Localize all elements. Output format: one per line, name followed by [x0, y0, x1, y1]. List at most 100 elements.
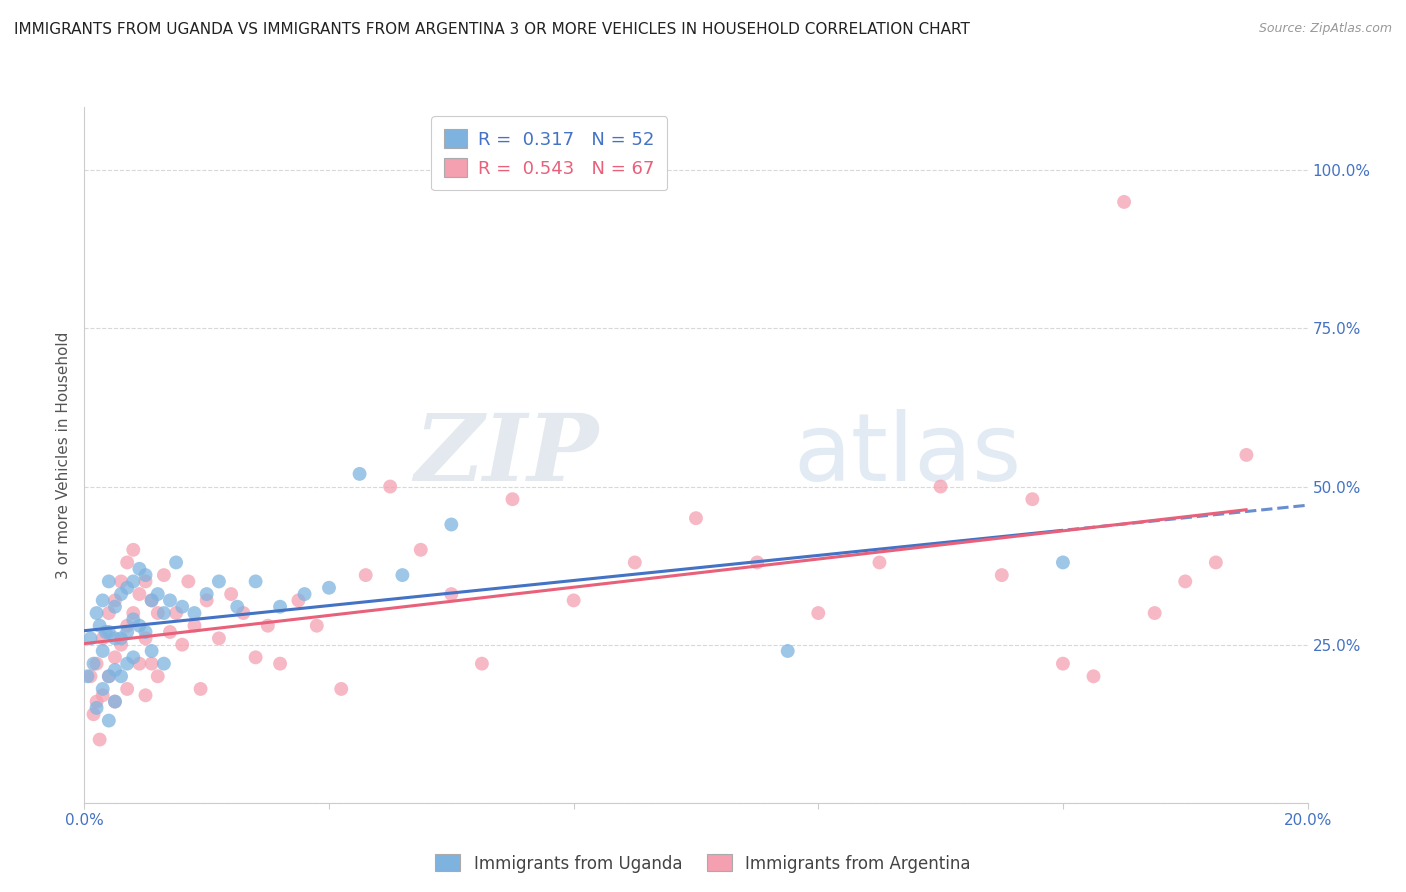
Point — [110, 632, 132, 646]
Point — [685, 511, 707, 525]
Point — [86, 657, 108, 671]
Point — [269, 599, 291, 614]
Point — [91, 593, 114, 607]
Point — [97, 574, 120, 589]
Point — [104, 632, 127, 646]
Point — [97, 606, 120, 620]
Point — [409, 542, 432, 557]
Point — [1174, 574, 1197, 589]
Point — [115, 657, 138, 671]
Point — [76, 669, 98, 683]
Point — [190, 681, 212, 696]
Point — [232, 606, 254, 620]
Point — [318, 581, 340, 595]
Point — [471, 657, 494, 671]
Point — [135, 574, 157, 589]
Point — [91, 688, 114, 702]
Point — [183, 606, 205, 620]
Point — [330, 681, 353, 696]
Legend: Immigrants from Uganda, Immigrants from Argentina: Immigrants from Uganda, Immigrants from … — [429, 847, 977, 880]
Point — [128, 587, 150, 601]
Point — [79, 632, 101, 646]
Point — [91, 644, 114, 658]
Point — [562, 593, 585, 607]
Point — [1021, 492, 1043, 507]
Point — [172, 599, 194, 614]
Point — [177, 574, 200, 589]
Point — [172, 638, 194, 652]
Point — [807, 606, 830, 620]
Point — [195, 587, 218, 601]
Point — [83, 657, 105, 671]
Point — [104, 663, 127, 677]
Point — [115, 625, 138, 640]
Point — [159, 625, 181, 640]
Point — [305, 618, 328, 632]
Point — [257, 618, 280, 632]
Point — [89, 618, 111, 632]
Point — [146, 669, 169, 683]
Point — [869, 556, 891, 570]
Point — [440, 587, 463, 601]
Text: ZIP: ZIP — [413, 410, 598, 500]
Point — [991, 568, 1014, 582]
Point — [104, 599, 127, 614]
Point — [128, 562, 150, 576]
Point — [141, 644, 163, 658]
Point — [104, 650, 127, 665]
Point — [89, 732, 111, 747]
Point — [91, 681, 114, 696]
Point — [219, 587, 242, 601]
Legend: R =  0.317   N = 52, R =  0.543   N = 67: R = 0.317 N = 52, R = 0.543 N = 67 — [432, 116, 668, 190]
Text: Source: ZipAtlas.com: Source: ZipAtlas.com — [1258, 22, 1392, 36]
Point — [79, 669, 101, 683]
Point — [440, 517, 463, 532]
Y-axis label: 3 or more Vehicles in Household: 3 or more Vehicles in Household — [56, 331, 72, 579]
Text: IMMIGRANTS FROM UGANDA VS IMMIGRANTS FROM ARGENTINA 3 OR MORE VEHICLES IN HOUSEH: IMMIGRANTS FROM UGANDA VS IMMIGRANTS FRO… — [14, 22, 970, 37]
Point — [380, 479, 402, 493]
Point — [104, 593, 127, 607]
Point — [128, 618, 150, 632]
Point — [153, 568, 176, 582]
Point — [135, 568, 157, 582]
Point — [122, 542, 145, 557]
Point — [135, 632, 157, 646]
Point — [1083, 669, 1105, 683]
Point — [86, 695, 108, 709]
Point — [122, 650, 145, 665]
Point — [287, 593, 309, 607]
Point — [294, 587, 316, 601]
Point — [122, 612, 145, 626]
Point — [929, 479, 952, 493]
Point — [122, 574, 145, 589]
Point — [135, 625, 157, 640]
Point — [349, 467, 371, 481]
Point — [165, 556, 187, 570]
Point — [159, 593, 181, 607]
Point — [97, 669, 120, 683]
Point — [115, 681, 138, 696]
Point — [195, 593, 218, 607]
Point — [135, 688, 157, 702]
Point — [110, 638, 132, 652]
Point — [245, 574, 267, 589]
Point — [146, 587, 169, 601]
Point — [91, 632, 114, 646]
Point — [115, 618, 138, 632]
Point — [208, 632, 231, 646]
Point — [110, 574, 132, 589]
Point — [141, 657, 163, 671]
Text: atlas: atlas — [794, 409, 1022, 501]
Point — [128, 657, 150, 671]
Point — [1052, 556, 1074, 570]
Point — [97, 669, 120, 683]
Point — [1052, 657, 1074, 671]
Point — [104, 695, 127, 709]
Point — [165, 606, 187, 620]
Point — [1143, 606, 1166, 620]
Point — [776, 644, 799, 658]
Point — [502, 492, 524, 507]
Point — [97, 625, 120, 640]
Point — [269, 657, 291, 671]
Point — [110, 669, 132, 683]
